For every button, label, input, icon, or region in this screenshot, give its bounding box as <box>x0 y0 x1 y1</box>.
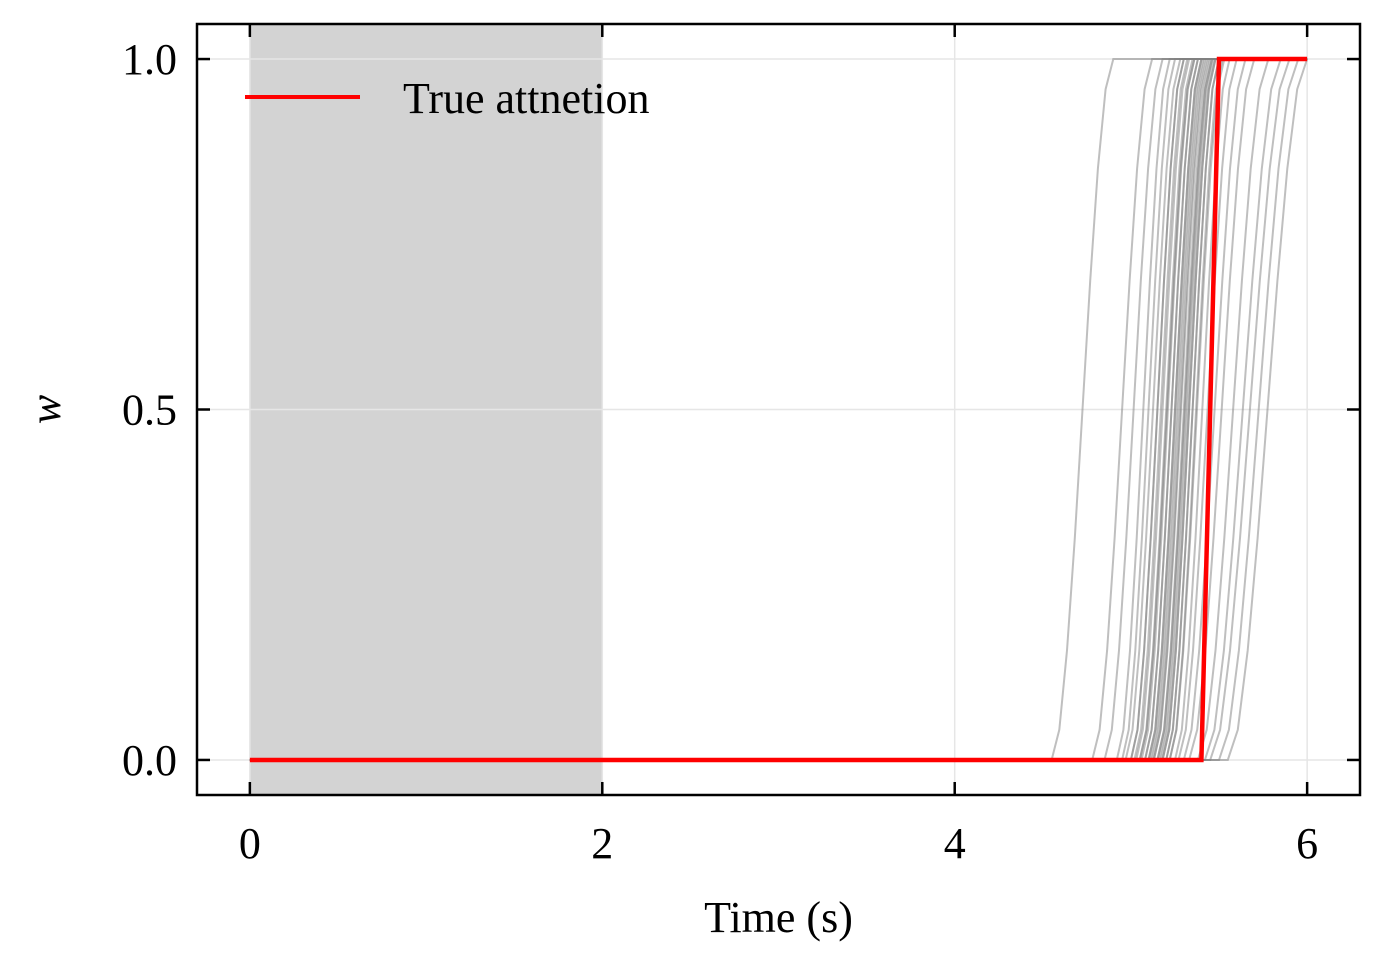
sample-line-5 <box>249 58 1308 761</box>
sample-line-36 <box>249 58 1308 761</box>
sample-line-17 <box>249 58 1308 761</box>
sample-line-33 <box>249 58 1308 761</box>
x-axis-label: Time (s) <box>704 893 853 942</box>
sample-line-26 <box>249 58 1308 761</box>
sample-line-34 <box>249 58 1308 761</box>
sample-line-38 <box>249 58 1308 761</box>
ticks-layer <box>197 24 1360 795</box>
sample-line-0 <box>249 58 1308 761</box>
y-tick-label-1: 0.5 <box>122 386 177 435</box>
sample-line-12 <box>249 58 1308 761</box>
sample-line-24 <box>249 58 1308 761</box>
y-axis-label: w <box>21 394 70 424</box>
sample-line-16 <box>249 58 1308 761</box>
sample-line-1 <box>249 58 1308 761</box>
sample-lines-layer <box>249 58 1309 761</box>
y-tick-label-0: 0.0 <box>122 736 177 785</box>
legend-label-true-attention: True attnetion <box>403 74 649 123</box>
sample-line-2 <box>249 58 1308 761</box>
tick-labels-layer: 0 2 4 6 0.0 0.5 1.0 <box>122 35 1318 868</box>
x-tick-label-3: 6 <box>1296 819 1318 868</box>
sample-line-14 <box>249 58 1308 761</box>
x-tick-label-1: 2 <box>591 819 613 868</box>
series-line-true-attention <box>249 56 1308 763</box>
x-tick-label-2: 4 <box>944 819 966 868</box>
sample-line-37 <box>249 58 1308 761</box>
sample-line-31 <box>249 58 1308 761</box>
true-attention-layer <box>249 56 1308 763</box>
sample-line-3 <box>249 58 1308 761</box>
sample-line-18 <box>249 58 1308 761</box>
x-tick-label-0: 0 <box>239 819 261 868</box>
y-tick-label-2: 1.0 <box>122 35 177 84</box>
sample-line-28 <box>249 58 1308 761</box>
sample-line-7 <box>249 58 1308 761</box>
legend: True attnetion <box>245 74 649 123</box>
sample-line-23 <box>249 58 1308 761</box>
sample-line-20 <box>249 58 1308 761</box>
sample-line-4 <box>249 58 1308 761</box>
sample-line-9 <box>249 58 1308 761</box>
sample-line-32 <box>249 58 1308 761</box>
sample-line-39 <box>249 58 1309 761</box>
sample-line-8 <box>249 58 1308 761</box>
